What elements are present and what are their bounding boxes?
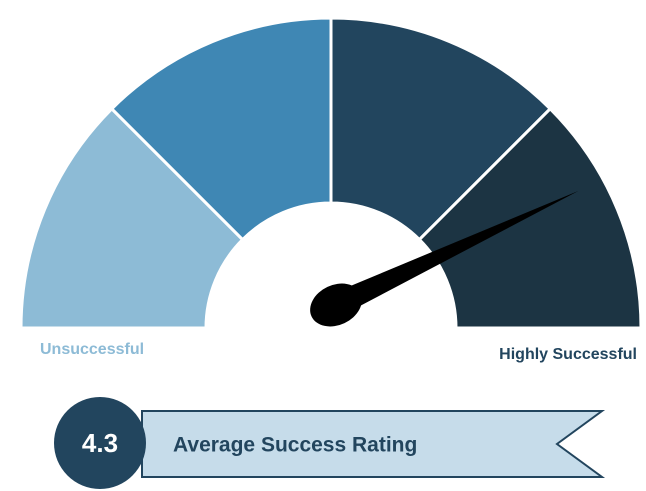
gauge-band (417, 106, 643, 330)
min-label: Unsuccessful (40, 341, 144, 358)
bands (19, 16, 643, 330)
needle (330, 190, 579, 316)
needle-hub (310, 283, 362, 327)
gauge-band (109, 16, 333, 242)
value-badge (54, 397, 146, 489)
gauge-band (19, 106, 245, 330)
gauge-title: Average Success Rating (173, 434, 417, 457)
title-ribbon (141, 410, 606, 478)
max-label: Highly Successful (499, 346, 637, 363)
gauge-band (329, 16, 553, 242)
value-label: 4.3 (82, 428, 118, 458)
